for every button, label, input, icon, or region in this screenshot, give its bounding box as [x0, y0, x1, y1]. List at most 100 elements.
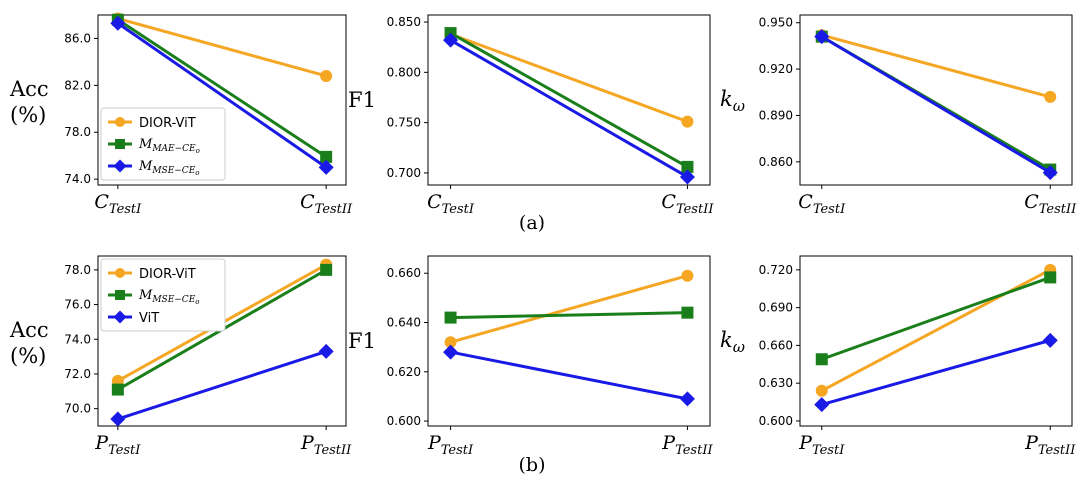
data-point: [318, 159, 334, 175]
y-tick-label: 74.0: [64, 332, 91, 346]
x-tick-label: CTestI: [94, 191, 142, 217]
y-tick-label: 74.0: [64, 172, 91, 186]
plot-frame: [799, 255, 1073, 427]
x-tick-label: PTestII: [300, 432, 352, 458]
y-tick-label: 72.0: [64, 367, 91, 381]
data-point: [815, 384, 828, 397]
series-line: [820, 35, 1052, 174]
y-axis-label: F1: [348, 88, 376, 112]
y-tick-label: 82.0: [64, 78, 91, 92]
series-line: [450, 32, 688, 124]
data-point: [814, 29, 830, 45]
data-point: [814, 397, 830, 413]
series-blue: [443, 32, 695, 185]
series-line: [821, 33, 1051, 99]
plot-frame: [97, 14, 347, 186]
y-axis-label: kω: [720, 87, 745, 115]
data-point: [681, 160, 694, 173]
y-tick-label: 76.0: [64, 298, 91, 312]
series-blue: [443, 344, 695, 407]
series-line: [450, 274, 688, 344]
chart-a3: 0.860 0.890 0.920 0.950 CTestI CTestII kω: [720, 14, 1077, 217]
legend-label: DIOR-ViT: [139, 116, 196, 131]
data-point: [681, 269, 694, 282]
plot-frame: [427, 14, 711, 186]
y-axis-label: F1: [348, 329, 376, 353]
x-tick-label: CTestII: [1024, 191, 1077, 217]
data-point: [320, 263, 333, 276]
series-orange: [444, 28, 694, 128]
data-point: [1044, 271, 1057, 284]
series-line: [449, 38, 689, 179]
series-orange: [111, 12, 333, 82]
series-line: [116, 21, 328, 169]
caption-b: (b): [519, 454, 546, 476]
data-point: [1044, 90, 1057, 103]
series-line: [117, 17, 327, 78]
x-tick-label: PTestII: [661, 432, 713, 458]
x-tick-label: CTestI: [427, 191, 475, 217]
data-point: [1042, 165, 1058, 181]
data-point: [444, 336, 457, 349]
y-axis-label-unit: (%): [10, 103, 46, 127]
data-point: [681, 306, 694, 319]
chart-a2: 0.700 0.750 0.800 0.850 CTestI CTestII F1: [348, 14, 714, 217]
chart-b3: 0.600 0.630 0.660 0.690 0.720 PTestI PTestII kω: [720, 255, 1076, 458]
y-tick-label: 78.0: [64, 263, 91, 277]
y-tick-label: 70.0: [64, 402, 91, 416]
y-tick-label: 0.950: [759, 16, 793, 30]
x-tick-label: PTestII: [1024, 432, 1076, 458]
series-line: [449, 31, 689, 169]
y-tick-label: 0.630: [759, 376, 793, 390]
series-orange: [815, 29, 1057, 103]
x-tick-label: PTestI: [798, 432, 845, 458]
data-point: [110, 411, 126, 427]
y-tick-label: 0.920: [759, 62, 793, 76]
y-axis-label: Acc: [9, 318, 49, 342]
y-tick-label: 0.800: [387, 65, 421, 79]
data-point: [444, 311, 457, 324]
series-line: [450, 350, 688, 401]
series-green: [444, 306, 694, 324]
legend-box: [100, 258, 226, 332]
y-tick-label: 86.0: [64, 31, 91, 45]
y-tick-label: 0.620: [387, 365, 421, 379]
y-tick-label: 0.720: [759, 263, 793, 277]
series-blue: [110, 15, 334, 175]
plot-frame: [799, 14, 1073, 186]
y-axis-label: Acc: [9, 77, 49, 101]
chart-a1: 74.0 78.0 82.0 86.0 CTestI CTestII Acc(%) DIOR-…: [9, 12, 353, 217]
y-tick-label: 0.690: [759, 301, 793, 315]
chart-b2: 0.600 0.620 0.640 0.660 PTestI PTestII F1: [348, 255, 713, 458]
x-tick-label: CTestII: [300, 191, 353, 217]
legend: DIOR-ViT MMSE−CEo ViT: [100, 258, 226, 332]
series-green: [815, 271, 1057, 366]
y-axis-label-unit: (%): [10, 344, 46, 368]
series-line: [821, 275, 1051, 361]
x-tick-label: CTestI: [798, 191, 846, 217]
y-axis-label: kω: [720, 328, 745, 356]
legend: DIOR-ViT MMAE−CEo MMSE−CEo: [100, 107, 226, 181]
y-tick-label: 78.0: [64, 125, 91, 139]
data-point: [679, 391, 695, 407]
chart-b1: 70.0 72.0 74.0 76.0 78.0 PTestI PTestII Acc(%) D…: [9, 255, 352, 458]
data-point: [320, 69, 333, 82]
series-orange: [815, 263, 1057, 397]
caption-a: (a): [519, 212, 545, 234]
series-line: [450, 311, 688, 320]
series-orange: [444, 269, 694, 349]
series-green: [444, 27, 694, 173]
data-point: [815, 353, 828, 366]
data-point: [1042, 332, 1058, 348]
plot-frame: [97, 255, 347, 427]
legend-marker: [113, 159, 127, 173]
y-tick-label: 0.700: [387, 166, 421, 180]
data-point: [681, 115, 694, 128]
legend-marker: [115, 268, 125, 278]
legend-marker: [115, 290, 125, 300]
legend-label: MMSE−CEo: [138, 288, 199, 306]
y-tick-label: 0.660: [759, 338, 793, 352]
y-tick-label: 0.600: [387, 414, 421, 428]
legend-marker: [113, 310, 127, 324]
